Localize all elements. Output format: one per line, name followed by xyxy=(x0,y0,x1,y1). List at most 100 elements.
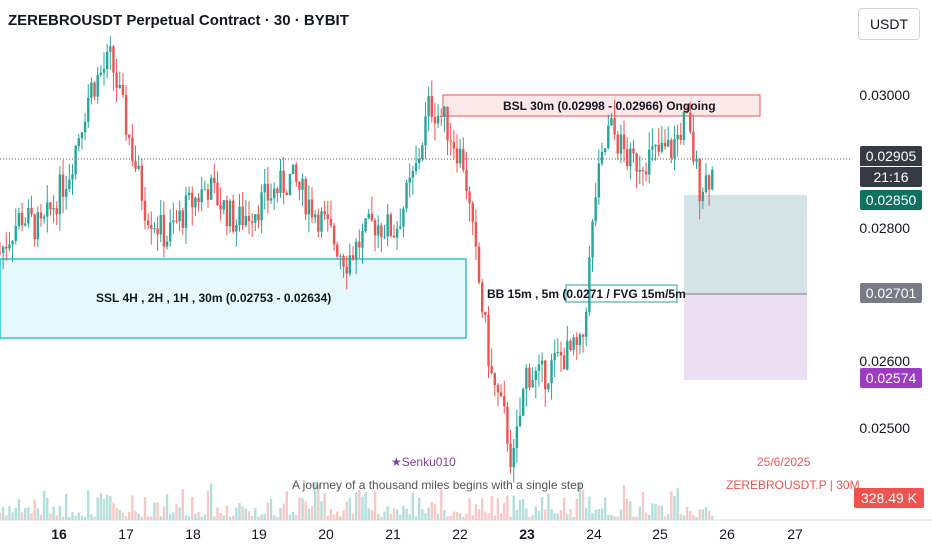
volume-bar xyxy=(566,514,569,520)
volume-bar xyxy=(140,516,144,520)
candle-body xyxy=(20,213,24,226)
volume-bar xyxy=(96,497,99,520)
volume-bar xyxy=(506,495,509,520)
candle-body xyxy=(288,173,292,196)
volume-bar xyxy=(36,508,40,520)
volume-bar xyxy=(695,516,698,520)
volume-bar xyxy=(651,503,654,520)
volume-bar xyxy=(285,491,289,520)
countdown-badge: 21:16 xyxy=(860,167,922,187)
candle-body xyxy=(644,171,648,175)
volume-bar xyxy=(544,509,547,520)
candle-body xyxy=(351,255,355,260)
candle-body xyxy=(213,177,216,183)
candle-body xyxy=(537,364,541,371)
x-tick: 22 xyxy=(452,526,468,542)
volume-bar xyxy=(313,481,317,520)
volume-bar xyxy=(496,498,500,520)
volume-bar xyxy=(102,499,106,520)
volume-bar xyxy=(20,512,24,520)
candle-body xyxy=(121,84,125,95)
candle-body xyxy=(282,170,285,193)
bsl-label: BSL 30m (0.02998 - 0.02966) Ongoing xyxy=(503,99,716,113)
volume-bar xyxy=(197,512,200,520)
candle-body xyxy=(509,443,512,468)
candle-body xyxy=(8,244,11,249)
volume-bar xyxy=(46,497,49,520)
volume-bar xyxy=(301,498,304,520)
candle-body xyxy=(219,205,222,210)
y-tick: 0.02600 xyxy=(859,353,910,369)
volume-bar xyxy=(547,493,550,520)
volume-bar xyxy=(247,511,251,520)
volume-bar xyxy=(673,495,676,520)
candle-body xyxy=(625,149,629,167)
author-watermark: ★Senku010 xyxy=(391,455,456,469)
candle-body xyxy=(629,148,632,167)
volume-bar xyxy=(77,512,80,520)
volume-bar xyxy=(348,497,352,520)
volume-bar xyxy=(462,516,465,520)
volume-bar xyxy=(209,483,213,520)
candle-body xyxy=(209,177,213,200)
candle-body xyxy=(102,69,106,73)
volume-bar xyxy=(575,498,578,520)
volume-bar xyxy=(569,509,572,520)
candle-body xyxy=(295,164,298,182)
candle-body xyxy=(666,140,670,147)
volume-bars xyxy=(0,481,714,520)
volume-bar xyxy=(562,498,566,520)
candle-body xyxy=(52,208,55,210)
candle-body xyxy=(304,178,307,215)
candle-body xyxy=(27,208,30,224)
volume-bar xyxy=(27,507,30,520)
volume-bar xyxy=(632,516,635,520)
volume-bar xyxy=(276,516,279,520)
currency-selector[interactable]: USDT xyxy=(858,8,920,40)
volume-bar xyxy=(181,489,184,520)
candle-body xyxy=(55,208,58,215)
volume-bar xyxy=(184,515,188,520)
volume-bar xyxy=(17,499,21,520)
candle-body xyxy=(673,139,676,159)
volume-bar xyxy=(5,515,8,520)
volume-bar xyxy=(399,514,402,520)
candle-body xyxy=(512,447,515,468)
volume-bar xyxy=(622,484,626,520)
candle-body xyxy=(578,334,582,345)
candle-body xyxy=(137,165,140,169)
volume-bar xyxy=(266,502,270,520)
volume-bar xyxy=(581,489,585,520)
candle-body xyxy=(99,72,103,75)
volume-bar xyxy=(455,511,459,520)
candle-body xyxy=(358,241,361,248)
volume-bar xyxy=(676,488,679,520)
candle-body xyxy=(187,192,191,196)
volume-bar xyxy=(165,494,169,520)
volume-bar xyxy=(304,501,307,520)
volume-bar xyxy=(235,507,238,520)
volume-bar xyxy=(465,513,468,520)
volume-bar xyxy=(682,515,686,520)
candle-body xyxy=(194,197,197,208)
volume-bar xyxy=(446,516,449,520)
x-tick: 23 xyxy=(519,526,535,542)
candle-body xyxy=(679,134,682,140)
candle-body xyxy=(414,162,418,171)
volume-bar xyxy=(471,515,474,520)
candle-body xyxy=(377,225,380,236)
volume-bar xyxy=(692,515,695,520)
candle-body xyxy=(499,392,503,397)
candle-body xyxy=(165,241,169,247)
candle-body xyxy=(635,153,638,172)
volume-bar xyxy=(339,516,342,520)
candle-body xyxy=(421,145,424,159)
volume-bar xyxy=(518,499,522,520)
volume-bar xyxy=(559,510,563,520)
candle-body xyxy=(317,214,320,232)
candle-body xyxy=(345,266,348,274)
volume-bar xyxy=(150,516,153,520)
volume-bar xyxy=(354,492,358,520)
candle-body xyxy=(134,160,137,169)
